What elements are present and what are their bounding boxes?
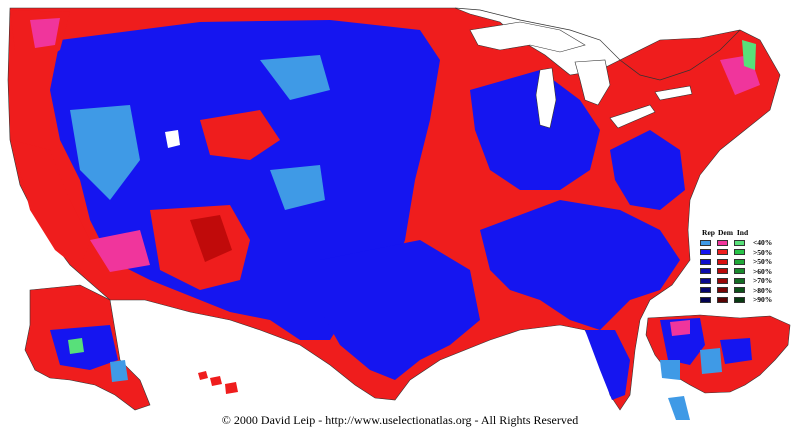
- legend-swatch-rep: [700, 296, 711, 303]
- copyright-notice: © 2000 David Leip - http://www.uselectio…: [221, 413, 579, 427]
- legend-row: >50%: [700, 257, 796, 267]
- rep-texas: [320, 240, 480, 380]
- legend-threshold-label: >50%: [753, 247, 773, 257]
- lower-48: [7, 7, 781, 411]
- great-salt-lake: [165, 130, 180, 148]
- inset-alaska: [668, 396, 690, 420]
- rep-appalachia: [610, 130, 685, 210]
- lake-michigan: [535, 67, 557, 129]
- rep-light-plains: [260, 55, 330, 100]
- canada-outline: [454, 7, 741, 81]
- inset-light-2: [660, 360, 680, 380]
- legend-swatch-dem: [717, 239, 728, 246]
- inset-rep-2: [720, 338, 752, 364]
- legend-row: >70%: [700, 276, 796, 286]
- legend-header-ind: Ind: [736, 228, 749, 237]
- lake-superior: [469, 21, 586, 53]
- alaska-ind: [68, 338, 84, 354]
- alaska-rep: [50, 325, 118, 370]
- lake-huron: [574, 59, 611, 106]
- legend-header-rep: Rep: [702, 228, 715, 237]
- rep-florida: [585, 330, 630, 400]
- legend-threshold-label: >70%: [753, 276, 773, 286]
- legend-threshold-label: <40%: [753, 238, 773, 248]
- legend-swatch-dem: [717, 277, 728, 284]
- legend-swatch-rep: [700, 287, 711, 294]
- rep-south: [480, 200, 680, 330]
- legend-row: >60%: [700, 267, 796, 277]
- legend-swatch-rep: [700, 277, 711, 284]
- legend-rows: <40% >50% >50% >60% >70% >80% >90%: [700, 238, 796, 305]
- legend-threshold-label: >50%: [753, 257, 773, 267]
- legend-swatch-dem: [717, 296, 728, 303]
- legend: Rep Dem Ind <40% >50% >50% >60% >70% >80% >90%: [700, 228, 796, 305]
- legend-threshold-label: >90%: [753, 295, 773, 305]
- legend-swatch-ind: [734, 239, 745, 246]
- legend-row: <40%: [700, 238, 796, 248]
- legend-swatch-ind: [734, 296, 745, 303]
- dem-nm: [190, 215, 232, 262]
- legend-threshold-label: >80%: [753, 285, 773, 295]
- ind-maine: [742, 40, 756, 70]
- inset-magenta: [670, 320, 690, 336]
- legend-swatch-rep: [700, 268, 711, 275]
- legend-swatch-dem: [717, 258, 728, 265]
- dem-light-nw: [30, 18, 60, 48]
- legend-row: >50%: [700, 248, 796, 258]
- legend-swatch-rep: [700, 258, 711, 265]
- alaska-light: [110, 360, 128, 382]
- legend-swatch-ind: [734, 268, 745, 275]
- legend-row: >90%: [700, 295, 796, 305]
- lake-erie: [609, 104, 656, 129]
- rep-midwest: [470, 70, 600, 190]
- dem-west-1: [200, 110, 280, 160]
- legend-header-dem: Dem: [718, 228, 733, 237]
- legend-swatch-dem: [717, 268, 728, 275]
- legend-swatch-ind: [734, 287, 745, 294]
- inset-light-1: [700, 348, 722, 374]
- legend-threshold-label: >60%: [753, 266, 773, 276]
- legend-row: >80%: [700, 286, 796, 296]
- legend-swatch-dem: [717, 287, 728, 294]
- lake-ontario: [654, 85, 693, 101]
- state-inset: [645, 314, 791, 420]
- hawaii: [198, 371, 238, 394]
- rep-light-nevada: [70, 105, 140, 200]
- legend-header: Rep Dem Ind: [700, 228, 796, 238]
- dem-light-west: [90, 230, 150, 272]
- legend-swatch-ind: [734, 249, 745, 256]
- legend-swatch-ind: [734, 277, 745, 284]
- legend-swatch-rep: [700, 249, 711, 256]
- rep-light-colorado: [270, 165, 325, 210]
- legend-swatch-dem: [717, 249, 728, 256]
- dem-california: [12, 140, 90, 270]
- legend-swatch-rep: [700, 239, 711, 246]
- legend-swatch-ind: [734, 258, 745, 265]
